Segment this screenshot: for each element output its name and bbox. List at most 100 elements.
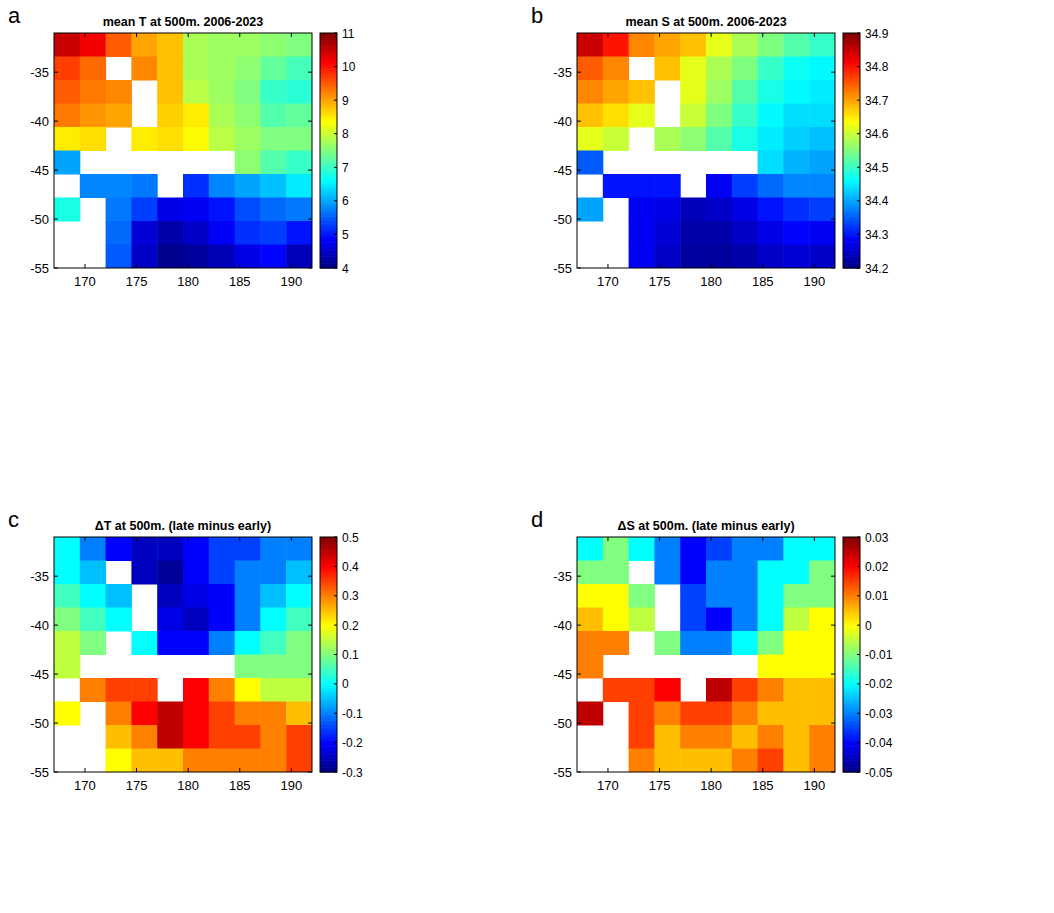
- cell: [157, 57, 183, 81]
- colorbar: 4567891011: [320, 27, 356, 276]
- colorbar-label: 0.2: [342, 619, 359, 633]
- x-tick: [188, 264, 189, 268]
- cell: [758, 725, 784, 749]
- colorbar-tick: [334, 566, 337, 567]
- cell: [732, 198, 758, 222]
- colorbar-label: 7: [342, 161, 349, 175]
- cell: [783, 702, 809, 726]
- y-tick-label: -45: [30, 163, 49, 178]
- x-tick: [762, 33, 763, 37]
- cell: [758, 678, 784, 702]
- cell: [809, 198, 835, 222]
- x-tick: [659, 33, 660, 37]
- cell: [235, 725, 261, 749]
- cell: [260, 151, 286, 175]
- y-tick: [308, 772, 312, 773]
- cell: [260, 702, 286, 726]
- cell: [54, 702, 80, 726]
- cell: [183, 221, 209, 245]
- cell: [260, 174, 286, 198]
- y-tick: [577, 268, 581, 269]
- x-tick: [136, 768, 137, 772]
- cell: [209, 198, 235, 222]
- cell: [106, 174, 132, 198]
- y-tick: [831, 170, 835, 171]
- y-tick-label: -55: [30, 261, 49, 276]
- cell: [809, 174, 835, 198]
- x-tick-label: 175: [649, 274, 671, 289]
- y-tick-label: -40: [30, 114, 49, 129]
- cell: [603, 678, 629, 702]
- cell: [783, 221, 809, 245]
- cell: [577, 104, 603, 128]
- cell: [209, 221, 235, 245]
- cell: [80, 678, 106, 702]
- cell: [758, 221, 784, 245]
- cell: [783, 57, 809, 81]
- colorbar-label: 0.5: [342, 531, 359, 545]
- figure: amean T at 500m. 2006-202317017518018519…: [0, 0, 1054, 913]
- cell: [654, 127, 680, 151]
- cell: [706, 104, 732, 128]
- colorbar-label: -0.2: [342, 736, 363, 750]
- cell: [783, 631, 809, 655]
- y-tick: [308, 121, 312, 122]
- cell: [758, 702, 784, 726]
- y-tick-label: -55: [30, 765, 49, 780]
- cell: [680, 127, 706, 151]
- cell: [260, 584, 286, 608]
- y-tick: [54, 576, 58, 577]
- cell: [157, 608, 183, 632]
- cell: [732, 245, 758, 269]
- panel: cΔT at 500m. (late minus early)170175180…: [8, 507, 363, 793]
- colorbar-frame: [320, 33, 337, 268]
- cell: [732, 104, 758, 128]
- cell: [106, 678, 132, 702]
- cell: [286, 584, 312, 608]
- cell: [758, 174, 784, 198]
- x-tick: [659, 537, 660, 541]
- cell: [80, 561, 106, 585]
- cell: [54, 584, 80, 608]
- x-tick: [607, 768, 608, 772]
- cell: [680, 584, 706, 608]
- cell: [732, 174, 758, 198]
- panel: dΔS at 500m. (late minus early)170175180…: [531, 507, 893, 793]
- cell: [809, 749, 835, 773]
- cell: [577, 198, 603, 222]
- cell: [235, 561, 261, 585]
- colorbar-label: 10: [342, 60, 356, 74]
- panel: bmean S at 500m. 2006-202317017518018519…: [531, 3, 889, 289]
- colorbar-tick: [857, 713, 860, 714]
- cell: [235, 174, 261, 198]
- cell: [629, 725, 655, 749]
- cell: [80, 80, 106, 104]
- colorbar-label: 34.4: [865, 194, 889, 208]
- cell: [680, 33, 706, 57]
- cell: [758, 151, 784, 175]
- y-tick: [54, 170, 58, 171]
- cell: [758, 655, 784, 679]
- cell: [235, 702, 261, 726]
- colorbar-label: 34.7: [865, 94, 889, 108]
- cell: [603, 537, 629, 561]
- colorbar-tick: [857, 625, 860, 626]
- cell: [183, 80, 209, 104]
- cell: [706, 198, 732, 222]
- cell: [783, 608, 809, 632]
- title: mean S at 500m. 2006-2023: [625, 15, 786, 29]
- cell: [706, 561, 732, 585]
- cell: [157, 561, 183, 585]
- cell: [629, 33, 655, 57]
- cell: [54, 631, 80, 655]
- cell: [603, 33, 629, 57]
- x-tick: [239, 537, 240, 541]
- cell: [157, 584, 183, 608]
- cell: [260, 221, 286, 245]
- colorbar-tick: [857, 683, 860, 684]
- cell: [131, 537, 157, 561]
- cell: [758, 631, 784, 655]
- x-tick: [711, 33, 712, 37]
- cell: [809, 57, 835, 81]
- x-tick-label: 185: [752, 778, 774, 793]
